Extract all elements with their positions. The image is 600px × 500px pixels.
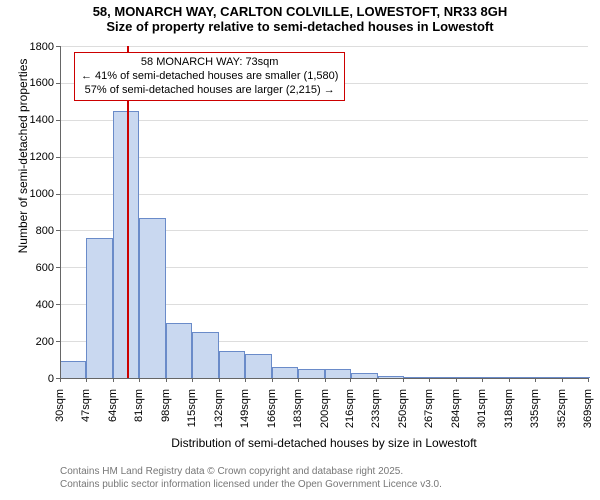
x-tick-mark (272, 378, 273, 382)
histogram-bar (86, 238, 112, 378)
x-tick-mark (562, 378, 563, 382)
y-tick-label: 600 (14, 262, 54, 274)
x-tick-label: 284sqm (450, 389, 462, 439)
attribution-line: Contains HM Land Registry data © Crown c… (60, 466, 442, 479)
title-block: 58, MONARCH WAY, CARLTON COLVILLE, LOWES… (0, 0, 600, 36)
histogram-bar (272, 367, 298, 378)
annotation-callout: 58 MONARCH WAY: 73sqm← 41% of semi-detac… (74, 52, 345, 101)
x-tick-label: 369sqm (582, 389, 594, 439)
histogram-bar (298, 369, 324, 378)
histogram-bar (192, 332, 218, 378)
x-tick-label: 301sqm (476, 389, 488, 439)
y-tick-label: 0 (14, 373, 54, 385)
x-tick-mark (535, 378, 536, 382)
histogram-bar (245, 354, 271, 378)
y-tick-label: 400 (14, 299, 54, 311)
attribution-line: Contains public sector information licen… (60, 479, 442, 492)
x-tick-mark (429, 378, 430, 382)
histogram-bar (325, 369, 351, 378)
y-tick-label: 1000 (14, 188, 54, 200)
histogram-bar (219, 351, 245, 378)
x-tick-label: 98sqm (160, 389, 172, 439)
chart-container: 58, MONARCH WAY, CARLTON COLVILLE, LOWES… (0, 0, 600, 500)
y-tick-label: 1400 (14, 114, 54, 126)
x-tick-label: 132sqm (213, 389, 225, 439)
attribution-text: Contains HM Land Registry data © Crown c… (60, 466, 442, 491)
x-tick-label: 267sqm (423, 389, 435, 439)
x-tick-label: 81sqm (133, 389, 145, 439)
histogram-bar (166, 323, 192, 378)
x-tick-label: 115sqm (186, 389, 198, 439)
x-tick-label: 216sqm (344, 389, 356, 439)
x-tick-mark (509, 378, 510, 382)
title-line-2: Size of property relative to semi-detach… (0, 19, 600, 34)
x-tick-mark (86, 378, 87, 382)
x-tick-mark (325, 378, 326, 382)
annotation-line: 58 MONARCH WAY: 73sqm (81, 56, 338, 70)
x-tick-label: 47sqm (80, 389, 92, 439)
x-tick-mark (376, 378, 377, 382)
x-tick-mark (139, 378, 140, 382)
x-tick-mark (482, 378, 483, 382)
x-tick-mark (113, 378, 114, 382)
x-tick-mark (219, 378, 220, 382)
y-tick-label: 1800 (14, 41, 54, 53)
annotation-line: ← 41% of semi-detached houses are smalle… (81, 70, 338, 84)
x-tick-mark (298, 378, 299, 382)
x-tick-mark (350, 378, 351, 382)
x-tick-mark (403, 378, 404, 382)
x-tick-mark (456, 378, 457, 382)
y-tick-label: 1200 (14, 151, 54, 163)
x-tick-label: 200sqm (319, 389, 331, 439)
annotation-line: 57% of semi-detached houses are larger (… (81, 84, 338, 98)
x-tick-label: 335sqm (529, 389, 541, 439)
x-tick-label: 64sqm (107, 389, 119, 439)
y-tick-label: 1600 (14, 77, 54, 89)
x-tick-mark (192, 378, 193, 382)
x-tick-label: 183sqm (292, 389, 304, 439)
y-gridline (60, 46, 588, 47)
x-tick-mark (588, 378, 589, 382)
x-tick-mark (245, 378, 246, 382)
histogram-bar (60, 361, 86, 378)
x-tick-mark (60, 378, 61, 382)
y-tick-label: 800 (14, 225, 54, 237)
x-tick-label: 30sqm (54, 389, 66, 439)
histogram-bar (139, 218, 165, 378)
x-tick-label: 250sqm (397, 389, 409, 439)
y-tick-label: 200 (14, 336, 54, 348)
x-tick-mark (166, 378, 167, 382)
title-line-1: 58, MONARCH WAY, CARLTON COLVILLE, LOWES… (0, 4, 600, 19)
y-axis-line (60, 46, 61, 378)
x-tick-label: 166sqm (266, 389, 278, 439)
x-tick-label: 318sqm (503, 389, 515, 439)
x-tick-label: 149sqm (239, 389, 251, 439)
x-tick-label: 352sqm (556, 389, 568, 439)
x-tick-label: 233sqm (370, 389, 382, 439)
